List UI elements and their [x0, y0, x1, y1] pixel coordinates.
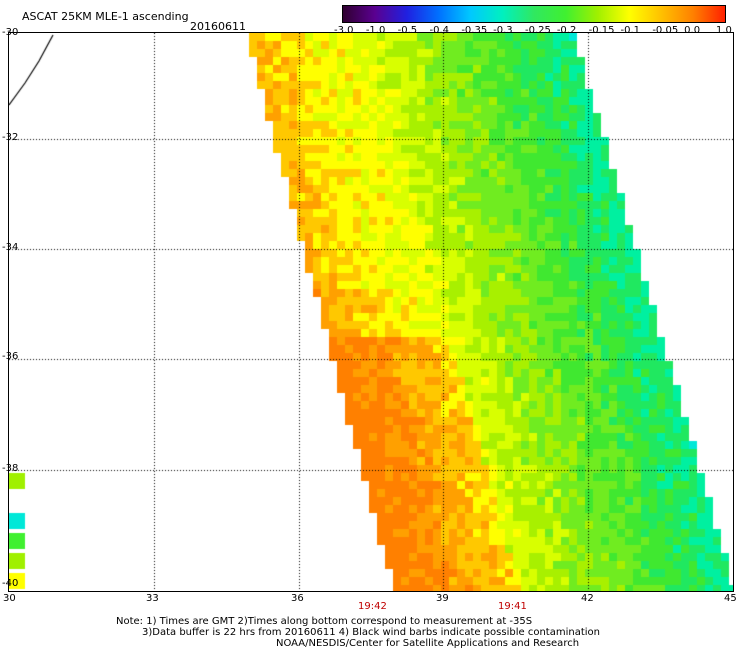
note-line-2: 3)Data buffer is 22 hrs from 20160611 4)… [142, 627, 600, 638]
lon-label-36: 36 [291, 593, 304, 604]
product-title: ASCAT 25KM MLE-1 ascending [22, 10, 189, 23]
pass-time-1: 19:42 [358, 601, 387, 612]
colorbar [342, 5, 726, 23]
lat-label-32: -32 [2, 132, 19, 143]
lon-label-45: 45 [724, 593, 737, 604]
lat-label-34: -34 [2, 242, 19, 253]
lat-lon-grid [9, 33, 733, 591]
lat-label-36: -36 [2, 351, 19, 362]
colorbar-label: -0.25 [525, 25, 551, 36]
colorbar-label: -1.0 [365, 25, 386, 36]
lat-label-30: -30 [2, 27, 19, 38]
colorbar-label: -0.05 [652, 25, 679, 36]
colorbar-label: 0.0 [684, 25, 701, 36]
map-plot [8, 32, 734, 592]
lat-label-38: -38 [2, 463, 19, 474]
lat-label-40: -40 [2, 578, 19, 589]
note-line-3: NOAA/NESDIS/Center for Satellite Applica… [276, 638, 580, 649]
lon-label-30: 30 [3, 593, 16, 604]
colorbar-label: -3.0 [334, 25, 354, 36]
note-line-1: Note: 1) Times are GMT 2)Times along bot… [116, 616, 533, 627]
pass-time-2: 19:41 [498, 601, 527, 612]
colorbar-label: 1.0 [716, 25, 732, 36]
lon-label-33: 33 [146, 593, 159, 604]
colorbar-label: -0.2 [556, 25, 577, 36]
lon-label-42: 42 [581, 593, 594, 604]
colorbar-label: -0.1 [620, 25, 641, 36]
colorbar-label: -0.35 [461, 25, 488, 36]
colorbar-label: -0.15 [588, 25, 615, 36]
product-date: 20160611 [190, 20, 246, 33]
colorbar-label: -0.3 [493, 25, 513, 36]
colorbar-label: -0.4 [429, 25, 450, 36]
lon-label-39: 39 [436, 593, 449, 604]
colorbar-label: -0.5 [397, 25, 418, 36]
